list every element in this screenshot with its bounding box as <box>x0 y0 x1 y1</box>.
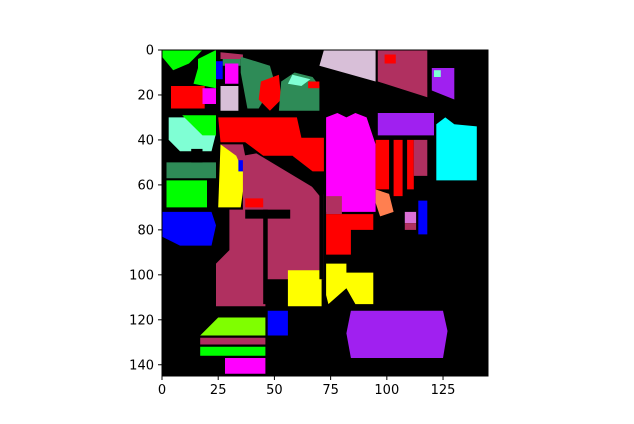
region-green-48 <box>200 346 266 356</box>
region-aquamarine-18 <box>434 70 441 77</box>
region-coral-37 <box>375 189 394 217</box>
region-yellow-25 <box>218 144 246 208</box>
region-maroon-27 <box>216 153 324 307</box>
region-maroon-47 <box>200 337 266 345</box>
plot-frame <box>161 49 489 377</box>
region-black-52 <box>319 189 324 280</box>
region-green-20 <box>182 115 216 136</box>
region-black-53 <box>245 209 291 219</box>
region-maroon-41 <box>404 223 417 230</box>
region-red-34 <box>407 139 414 190</box>
region-greenyellow-45 <box>200 317 266 336</box>
region-magenta-29 <box>326 113 376 212</box>
region-red-16 <box>384 54 396 64</box>
x-tick-label: 25 <box>210 383 227 398</box>
region-blue-6 <box>216 61 223 80</box>
region-black-54 <box>290 155 324 199</box>
region-magenta-3 <box>202 88 216 104</box>
region-purple-50 <box>346 310 448 358</box>
region-aquamarine-12 <box>287 74 311 86</box>
y-tick-label: 120 <box>129 313 154 328</box>
region-red-42 <box>326 214 374 255</box>
region-black-55 <box>191 148 203 163</box>
region-red-13 <box>308 81 320 89</box>
region-orchid-40 <box>404 211 417 224</box>
region-maroon-4 <box>220 52 243 59</box>
region-yellow-44 <box>326 263 374 305</box>
region-green-0 <box>162 50 203 71</box>
x-tick-label: 125 <box>431 383 456 398</box>
region-seagreen-21 <box>166 162 216 179</box>
class-regions <box>162 50 477 374</box>
region-red-23 <box>218 117 324 172</box>
y-axis: 0 20 40 60 80 100 120 140 <box>129 44 162 373</box>
region-blue-38 <box>162 211 216 246</box>
x-tick-label: 75 <box>322 383 339 398</box>
x-axis: 0 25 50 75 100 125 <box>158 376 456 398</box>
region-green-22 <box>166 180 207 208</box>
region-red-32 <box>375 139 390 190</box>
region-magenta-49 <box>225 358 266 374</box>
x-tick-label: 0 <box>158 383 166 398</box>
y-tick-label: 60 <box>137 178 154 193</box>
region-thistle-14 <box>319 50 376 82</box>
region-red-2 <box>171 86 205 109</box>
y-tick-label: 40 <box>137 133 154 148</box>
y-tick-label: 20 <box>137 88 154 103</box>
region-thistle-8 <box>220 86 239 111</box>
region-red-33 <box>393 139 403 197</box>
y-tick-label: 0 <box>146 44 154 59</box>
x-tick-label: 100 <box>374 383 399 398</box>
region-black-51 <box>263 209 268 305</box>
region-blue-39 <box>418 200 428 235</box>
y-tick-label: 140 <box>129 358 154 373</box>
region-yellow-43 <box>287 270 322 307</box>
region-red-10 <box>258 74 282 111</box>
y-tick-label: 80 <box>137 223 154 238</box>
region-purple-31 <box>377 113 434 136</box>
region-cyan-36 <box>436 117 477 181</box>
region-red-28 <box>245 198 264 208</box>
x-tick-label: 50 <box>266 383 283 398</box>
y-tick-label: 100 <box>129 268 154 283</box>
region-maroon-30 <box>326 196 342 215</box>
region-green-1 <box>193 50 216 89</box>
region-maroon-35 <box>413 139 428 176</box>
region-blue-46 <box>267 310 288 336</box>
region-magenta-7 <box>225 63 239 84</box>
